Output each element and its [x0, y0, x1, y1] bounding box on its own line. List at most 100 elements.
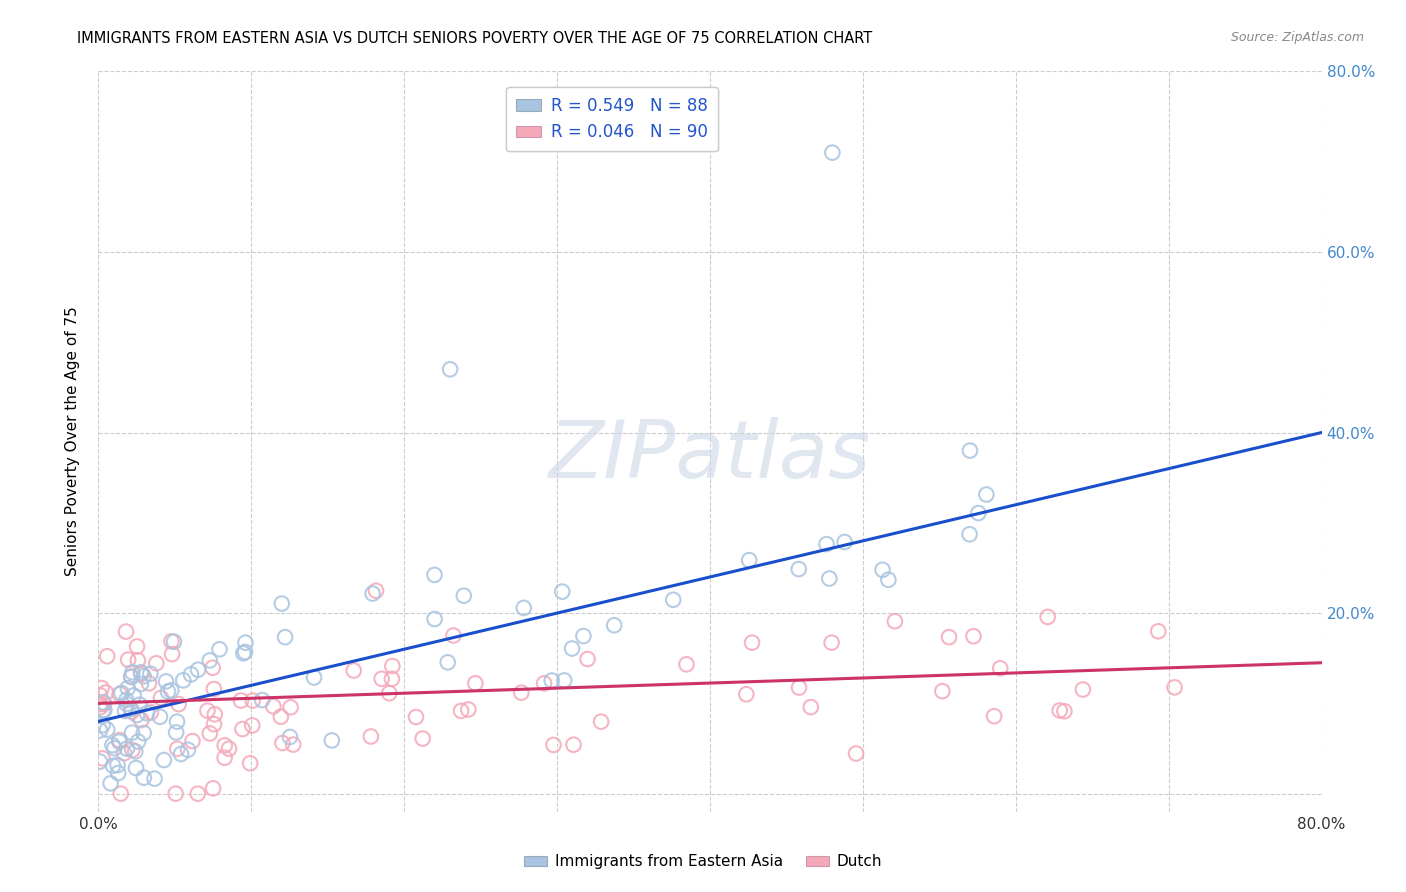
- Point: [108, 687, 131, 701]
- Point: [361, 586, 384, 600]
- Point: [197, 704, 219, 718]
- Point: [122, 689, 145, 703]
- Point: [145, 657, 167, 671]
- Point: [121, 725, 143, 739]
- Point: [139, 706, 162, 720]
- Point: [302, 671, 325, 685]
- Point: [101, 759, 124, 773]
- Point: [163, 634, 186, 648]
- Point: [180, 667, 202, 681]
- Point: [229, 693, 252, 707]
- Point: [423, 612, 446, 626]
- Point: [108, 733, 131, 747]
- Point: [89, 700, 111, 714]
- Point: [129, 665, 152, 680]
- Point: [204, 707, 226, 722]
- Point: [172, 673, 194, 688]
- Point: [120, 670, 142, 684]
- Point: [1049, 703, 1071, 717]
- Point: [321, 733, 343, 747]
- Point: [662, 592, 685, 607]
- Point: [198, 726, 221, 740]
- Point: [883, 614, 905, 628]
- Point: [208, 642, 231, 657]
- Point: [94, 685, 117, 699]
- Text: Source: ZipAtlas.com: Source: ZipAtlas.com: [1230, 31, 1364, 45]
- Point: [198, 653, 221, 667]
- Point: [96, 723, 118, 737]
- Point: [121, 665, 143, 680]
- Point: [562, 738, 585, 752]
- Point: [381, 672, 404, 686]
- Point: [787, 562, 810, 576]
- Point: [121, 705, 143, 719]
- Point: [240, 718, 263, 732]
- Point: [167, 697, 190, 711]
- Point: [160, 634, 183, 648]
- Point: [239, 756, 262, 771]
- Point: [96, 649, 118, 664]
- Point: [436, 656, 458, 670]
- Point: [271, 736, 294, 750]
- Point: [1147, 624, 1170, 639]
- Point: [845, 747, 868, 761]
- Text: IMMIGRANTS FROM EASTERN ASIA VS DUTCH SENIORS POVERTY OVER THE AGE OF 75 CORRELA: IMMIGRANTS FROM EASTERN ASIA VS DUTCH SE…: [77, 31, 873, 46]
- Point: [202, 717, 225, 731]
- Point: [360, 730, 382, 744]
- Point: [231, 722, 253, 736]
- Point: [115, 741, 138, 756]
- Point: [270, 710, 292, 724]
- Point: [370, 672, 392, 686]
- Point: [114, 704, 136, 718]
- Point: [250, 693, 273, 707]
- Point: [675, 657, 697, 672]
- Legend: R = 0.549   N = 88, R = 0.046   N = 90: R = 0.549 N = 88, R = 0.046 N = 90: [506, 87, 718, 152]
- Point: [89, 755, 111, 769]
- Point: [156, 684, 179, 698]
- Point: [124, 744, 146, 758]
- Point: [149, 690, 172, 705]
- Point: [800, 700, 823, 714]
- Point: [551, 584, 574, 599]
- Point: [91, 718, 114, 732]
- Point: [1071, 682, 1094, 697]
- Point: [533, 676, 555, 690]
- Point: [103, 741, 125, 756]
- Point: [214, 750, 236, 764]
- Point: [543, 738, 565, 752]
- Point: [101, 738, 124, 752]
- Point: [821, 145, 844, 160]
- Point: [983, 709, 1005, 723]
- Point: [513, 600, 536, 615]
- Point: [112, 746, 135, 760]
- Point: [1053, 704, 1076, 718]
- Point: [591, 714, 613, 729]
- Point: [364, 583, 387, 598]
- Point: [262, 699, 284, 714]
- Point: [165, 725, 187, 739]
- Point: [457, 702, 479, 716]
- Point: [820, 635, 842, 649]
- Point: [741, 635, 763, 649]
- Point: [107, 766, 129, 780]
- Point: [453, 589, 475, 603]
- Point: [439, 362, 461, 376]
- Point: [125, 708, 148, 723]
- Point: [233, 645, 256, 659]
- Point: [603, 618, 626, 632]
- Point: [343, 664, 366, 678]
- Point: [165, 787, 187, 801]
- Point: [274, 630, 297, 644]
- Point: [378, 686, 401, 700]
- Point: [127, 734, 149, 748]
- Point: [129, 677, 152, 691]
- Point: [381, 659, 404, 673]
- Point: [412, 731, 434, 746]
- Point: [91, 751, 114, 765]
- Point: [110, 787, 132, 801]
- Point: [834, 535, 856, 549]
- Point: [93, 697, 115, 711]
- Point: [166, 714, 188, 729]
- Point: [572, 629, 595, 643]
- Point: [138, 676, 160, 690]
